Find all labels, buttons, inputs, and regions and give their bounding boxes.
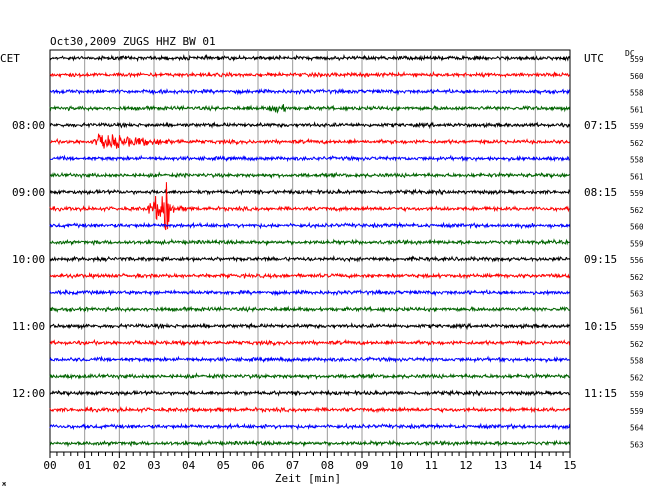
dc-value: 562 (630, 373, 644, 382)
dc-value: 558 (630, 89, 644, 98)
dc-value: 559 (630, 189, 644, 198)
x-tick-label: 11 (425, 459, 438, 472)
dc-value: 558 (630, 357, 644, 366)
x-tick-label: 15 (563, 459, 576, 472)
left-time-label: 11:00 (12, 320, 45, 333)
dc-value: 560 (630, 223, 644, 232)
trace-row-2 (49, 87, 571, 96)
right-time-label: 09:15 (584, 253, 617, 266)
left-time-label: 09:00 (12, 186, 45, 199)
trace-row-15 (49, 305, 570, 313)
trace-row-11 (49, 238, 570, 247)
x-tick-label: 05 (217, 459, 230, 472)
left-time-label: 10:00 (12, 253, 45, 266)
x-tick-label: 12 (459, 459, 472, 472)
trace-row-10 (49, 221, 571, 230)
x-tick-label: 03 (147, 459, 160, 472)
trace-row-0 (49, 53, 571, 63)
dc-value: 559 (630, 239, 644, 248)
dc-value: 564 (630, 424, 644, 433)
x-tick-label: 10 (390, 459, 403, 472)
x-tick-label: 04 (182, 459, 196, 472)
dc-value: 559 (630, 122, 644, 131)
trace-row-17 (49, 338, 571, 347)
corner-mark: ж (2, 480, 7, 488)
x-tick-label: 13 (494, 459, 507, 472)
dc-value: 562 (630, 273, 644, 282)
trace-row-12 (49, 255, 571, 263)
dc-value: 562 (630, 139, 644, 148)
dc-value: 559 (630, 390, 644, 399)
trace-row-13 (49, 272, 571, 280)
x-tick-label: 06 (251, 459, 264, 472)
grid (49, 49, 571, 453)
right-time-label: 10:15 (584, 320, 617, 333)
x-tick-label: 02 (113, 459, 126, 472)
trace-row-3 (49, 104, 571, 114)
x-tick-label: 08 (321, 459, 334, 472)
right-time-label: UTC (584, 52, 604, 65)
trace-row-9 (49, 182, 570, 231)
dc-value: 561 (630, 172, 644, 181)
trace-row-22 (49, 422, 571, 431)
dc-value: 562 (630, 340, 644, 349)
dc-value: 559 (630, 55, 644, 64)
x-tick-label: 09 (355, 459, 368, 472)
dc-value: 563 (630, 440, 644, 449)
x-axis-label: Zeit [min] (275, 472, 341, 485)
dc-value: 558 (630, 156, 644, 165)
trace-row-16 (49, 322, 571, 331)
x-tick-label: 00 (43, 459, 56, 472)
trace-row-6 (49, 154, 570, 163)
dc-value: 562 (630, 206, 644, 215)
trace-row-23 (49, 439, 571, 448)
x-axis: 00 01 02 03 04 05 06 07 08 09 10 11 12 13 14 15 (43, 451, 577, 472)
right-time-label: 11:15 (584, 387, 617, 400)
dc-value: 563 (630, 290, 644, 299)
dc-value: 560 (630, 72, 644, 81)
right-time-labels: UTC 07:15 08:15 09:15 10:15 11:15 (584, 52, 617, 400)
chart-title: Oct30,2009 ZUGS HHZ BW 01 (50, 35, 216, 48)
left-time-label: 08:00 (12, 119, 45, 132)
left-zone-label: CET (0, 52, 20, 65)
trace-row-18 (49, 355, 570, 364)
trace-row-21 (49, 405, 571, 414)
dc-value: 561 (630, 105, 644, 114)
dc-header: DC (625, 49, 635, 58)
trace-row-1 (49, 70, 570, 79)
trace-row-19 (49, 372, 570, 381)
right-time-label: 08:15 (584, 186, 617, 199)
trace-row-7 (49, 171, 570, 180)
dc-value: 559 (630, 323, 644, 332)
dc-value: 556 (630, 256, 644, 265)
x-tick-label: 07 (286, 459, 299, 472)
left-time-labels: 08:00 09:00 10:00 11:00 12:00 (12, 119, 45, 400)
dc-value: 561 (630, 306, 644, 315)
traces (49, 53, 571, 448)
right-time-label: 07:15 (584, 119, 617, 132)
x-tick-label: 14 (529, 459, 543, 472)
left-time-label: 12:00 (12, 387, 45, 400)
trace-row-20 (49, 389, 570, 397)
trace-row-8 (49, 188, 571, 196)
trace-row-4 (49, 121, 571, 130)
trace-row-5 (49, 133, 571, 149)
x-tick-label: 01 (78, 459, 91, 472)
dc-values: 559 560 558 561 559 562 558 561 559 562 560 559 556 5… (630, 55, 644, 449)
dc-value: 559 (630, 407, 644, 416)
trace-row-14 (49, 288, 571, 297)
